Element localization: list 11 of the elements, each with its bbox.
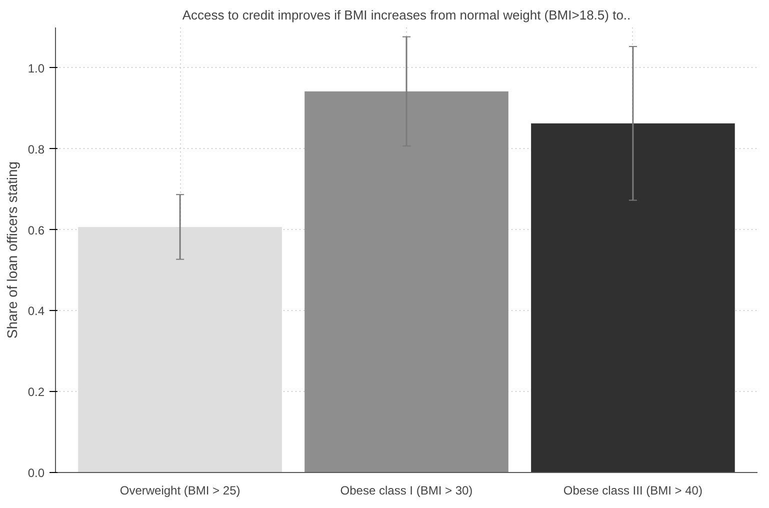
y-tick-label: 0.6: [28, 223, 45, 238]
y-tick-label: 0.8: [28, 142, 45, 156]
x-tick-label: Obese class I (BMI > 30): [340, 484, 473, 498]
x-tick-label: Obese class III (BMI > 40): [563, 484, 702, 498]
x-tick-label: Overweight (BMI > 25): [120, 484, 240, 498]
chart-title: Access to credit improves if BMI increases from normal weight (BMI>18.5) to..: [182, 8, 631, 22]
y-axis-title: Share of loan officers stating: [4, 161, 20, 339]
y-tick-label: 0.2: [28, 385, 45, 400]
y-tick-label: 1.0: [28, 61, 45, 76]
y-tick-label: 0.4: [28, 304, 45, 318]
y-tick-label: 0.0: [28, 466, 45, 480]
